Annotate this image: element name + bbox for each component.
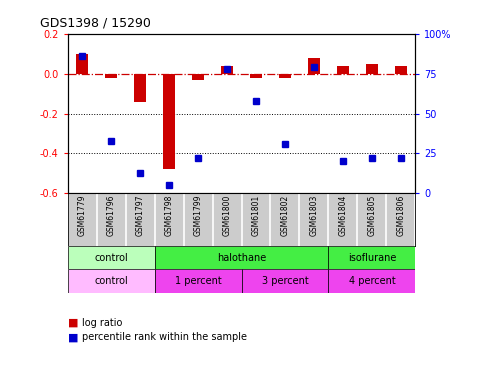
Text: ■: ■ bbox=[68, 333, 78, 342]
Bar bbox=[163, 74, 175, 170]
Text: GSM61779: GSM61779 bbox=[78, 195, 86, 236]
Bar bbox=[105, 74, 117, 78]
Bar bbox=[328, 246, 415, 270]
Text: 3 percent: 3 percent bbox=[262, 276, 308, 286]
Text: GSM61797: GSM61797 bbox=[136, 195, 144, 236]
Text: halothane: halothane bbox=[217, 253, 266, 263]
Bar bbox=[68, 246, 155, 270]
Text: isoflurane: isoflurane bbox=[348, 253, 396, 263]
Bar bbox=[155, 246, 328, 270]
Bar bbox=[366, 64, 378, 74]
Text: ■: ■ bbox=[68, 318, 78, 327]
Bar bbox=[76, 54, 88, 74]
Bar bbox=[242, 270, 328, 292]
Text: GSM61796: GSM61796 bbox=[107, 195, 115, 236]
Text: 1 percent: 1 percent bbox=[175, 276, 221, 286]
Text: GDS1398 / 15290: GDS1398 / 15290 bbox=[40, 16, 151, 29]
Text: GSM61801: GSM61801 bbox=[252, 195, 260, 236]
Text: log ratio: log ratio bbox=[82, 318, 123, 327]
Text: GSM61803: GSM61803 bbox=[310, 195, 318, 236]
Bar bbox=[337, 66, 349, 74]
Bar bbox=[308, 58, 320, 74]
Text: 4 percent: 4 percent bbox=[349, 276, 395, 286]
Bar bbox=[155, 270, 242, 292]
Bar bbox=[395, 66, 407, 74]
Text: control: control bbox=[94, 253, 128, 263]
Bar bbox=[279, 74, 291, 78]
Bar bbox=[134, 74, 146, 102]
Text: GSM61800: GSM61800 bbox=[223, 195, 231, 236]
Text: percentile rank within the sample: percentile rank within the sample bbox=[82, 333, 247, 342]
Bar bbox=[250, 74, 262, 78]
Bar bbox=[192, 74, 204, 80]
Text: GSM61799: GSM61799 bbox=[194, 195, 202, 236]
Bar bbox=[221, 66, 233, 74]
Text: GSM61805: GSM61805 bbox=[368, 195, 376, 236]
Text: GSM61802: GSM61802 bbox=[281, 195, 289, 236]
Text: GSM61806: GSM61806 bbox=[397, 195, 405, 236]
Bar bbox=[68, 270, 155, 292]
Text: GSM61804: GSM61804 bbox=[339, 195, 347, 236]
Bar bbox=[328, 270, 415, 292]
Text: control: control bbox=[94, 276, 128, 286]
Text: GSM61798: GSM61798 bbox=[165, 195, 173, 236]
